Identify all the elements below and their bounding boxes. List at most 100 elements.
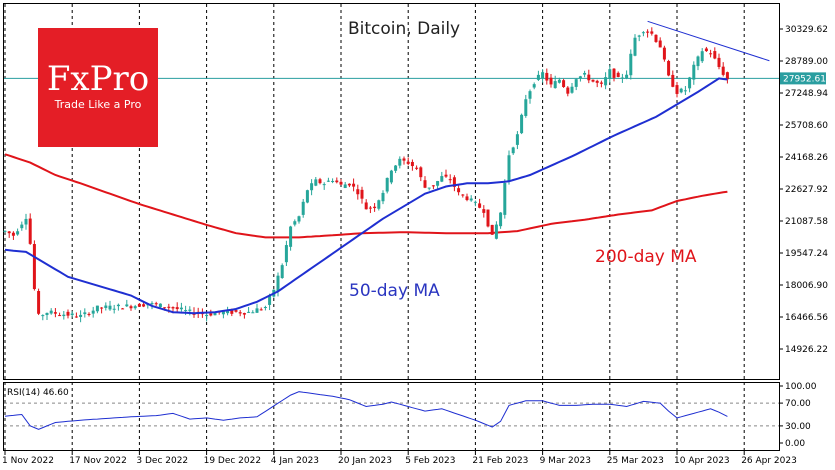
candle-body [595, 80, 599, 83]
x-tick-label: 4 Jan 2023 [271, 456, 319, 466]
candle-body [570, 86, 574, 93]
candle-body [331, 180, 335, 182]
candle-body [209, 313, 213, 316]
candle-body [620, 77, 624, 79]
candle-body [234, 310, 238, 312]
candle-body [503, 183, 507, 215]
candle-body [436, 181, 440, 186]
rsi-panel: 100.00 70.00 30.00 0.00 [4, 382, 817, 449]
candle-body [95, 305, 99, 312]
candle-body [188, 309, 192, 311]
candle-body [167, 306, 171, 308]
y-tick-label: 24168.26 [785, 153, 828, 163]
candle-body [226, 310, 230, 314]
candle-body [461, 194, 465, 196]
candle-body [32, 244, 36, 290]
candle-body [406, 161, 410, 164]
logo-wordmark: FxPro [46, 59, 150, 99]
candle-body [415, 167, 419, 169]
candle-body [402, 158, 406, 161]
current-price-label: 27952.61 [783, 74, 826, 84]
candle-body [45, 312, 49, 315]
rsi-tick-label: 30.00 [785, 422, 811, 432]
candle-body [478, 203, 482, 208]
candle-body [314, 179, 318, 186]
candle-body [377, 200, 381, 209]
candle-body [301, 201, 305, 215]
candle-body [175, 307, 179, 310]
candle-body [125, 304, 129, 307]
candle-body [356, 189, 360, 195]
candle-body [133, 306, 137, 309]
candle-body [696, 56, 700, 67]
candle-body [566, 87, 570, 94]
candle-body [242, 313, 246, 315]
candle-body [427, 187, 431, 189]
x-tick-label: 20 Jan 2023 [338, 456, 392, 466]
candle-body [549, 77, 553, 85]
candle-body [721, 66, 725, 75]
time-axis: 1 Nov 2022 17 Nov 2022 3 Dec 2022 19 Dec 20… [2, 451, 797, 466]
candle-body [352, 183, 356, 187]
candle-body [423, 180, 427, 188]
candle-body [373, 206, 377, 209]
candle-body [608, 69, 612, 79]
x-tick-label: 26 Apr 2023 [741, 456, 797, 466]
candle-body [692, 64, 696, 80]
x-tick-label: 9 Mar 2023 [540, 456, 591, 466]
candle-body [58, 315, 62, 317]
candle-body [486, 209, 490, 227]
candle-body [284, 245, 288, 263]
candle-body [709, 53, 713, 55]
candle-body [389, 170, 393, 183]
candle-body [293, 221, 297, 225]
candle-body [381, 192, 385, 202]
candle-body [83, 312, 87, 315]
candle-body [263, 306, 267, 308]
candle-body [482, 209, 486, 213]
candle-body [511, 147, 515, 154]
x-tick-label: 25 Mar 2023 [607, 456, 664, 466]
candle-body [247, 311, 251, 313]
fxpro-logo: FxPro Trade Like a Pro [38, 28, 158, 147]
candle-body [725, 72, 729, 80]
candle-body [251, 312, 255, 314]
candle-body [238, 312, 242, 314]
candle-body [276, 275, 280, 292]
candle-body [671, 74, 675, 87]
candle-body [255, 308, 259, 313]
candle-body [646, 31, 650, 33]
y-tick-label: 30329.62 [785, 25, 828, 35]
candle-body [528, 91, 532, 99]
candle-body [448, 179, 452, 181]
candle-body [20, 224, 24, 229]
candle-body [612, 68, 616, 78]
candle-body [599, 82, 603, 84]
candle-body [112, 308, 116, 310]
candle-body [410, 161, 414, 167]
candle-body [163, 307, 167, 309]
candle-body [688, 77, 692, 89]
candle-body [91, 310, 95, 314]
candle-body [536, 74, 540, 80]
rsi-line [4, 391, 728, 430]
candle-body [616, 72, 620, 77]
candle-body [53, 312, 57, 314]
candle-body [469, 198, 473, 201]
candle-body [507, 155, 511, 182]
candle-body [339, 181, 343, 185]
candle-body [104, 305, 108, 308]
candle-body [7, 231, 11, 234]
ma200-line [4, 153, 728, 239]
candle-body [158, 303, 162, 308]
candle-body [24, 218, 28, 225]
rsi-tick-label: 70.00 [785, 399, 811, 409]
y-tick-label: 21087.58 [785, 217, 828, 227]
candle-body [205, 314, 209, 317]
candle-body [318, 179, 322, 184]
ma200-label: 200-day MA [595, 247, 697, 267]
candle-body [37, 291, 41, 314]
candle-body [3, 230, 7, 232]
trendline [647, 20, 770, 62]
